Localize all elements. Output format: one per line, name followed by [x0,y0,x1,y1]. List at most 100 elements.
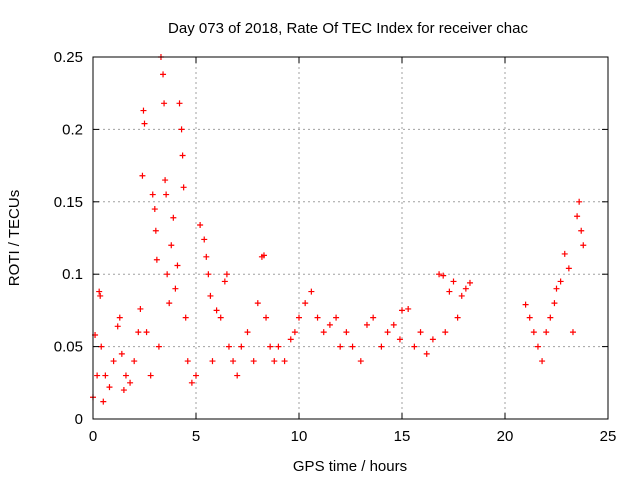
data-point [396,336,403,343]
data-point [363,321,370,328]
data-point [565,265,572,272]
data-point [458,292,465,299]
data-point [578,227,585,234]
y-axis-ticks: 0 0.05 0.1 0.15 0.2 0.25 [54,49,608,428]
data-point [149,191,156,198]
data-point [106,384,113,391]
data-point [405,305,412,312]
data-point [151,206,158,213]
data-point [399,307,405,314]
y-tick-label: 0.15 [54,194,83,211]
data-point [137,305,144,312]
data-point [188,379,195,386]
data-point [234,372,241,379]
data-point [349,343,356,350]
y-tick-label: 0.2 [62,121,83,138]
data-point [384,329,391,336]
data-point [539,358,546,365]
data-point [116,314,123,321]
x-tick-label: 20 [497,428,514,445]
x-axis-label: GPS time / hours [293,458,407,475]
data-point [207,292,214,299]
data-point [291,329,298,336]
data-point [553,285,560,292]
data-point [440,272,447,279]
data-point [551,300,558,307]
data-point [436,271,443,278]
data-point [543,329,550,336]
data-point [179,152,186,159]
y-tick-label: 0.25 [54,49,83,66]
data-point [244,329,251,336]
data-point [155,343,162,350]
data-point [534,343,541,350]
data-point [153,256,160,263]
data-point [110,358,117,365]
data-point [454,314,461,321]
data-point [96,288,103,295]
data-point [176,100,183,107]
data-point [466,279,473,286]
data-point [178,126,185,133]
data-point [205,271,212,278]
data-point [217,314,224,321]
data-point [161,100,168,107]
data-point [557,278,564,285]
data-point [254,300,261,307]
data-point [547,314,554,321]
data-point [450,278,457,285]
data-point [326,321,333,328]
data-point [193,372,199,379]
x-tick-label: 15 [394,428,411,445]
data-point [522,301,529,308]
data-point [162,177,169,184]
data-point [118,350,125,357]
data-points [90,54,587,405]
data-point [314,314,321,321]
data-point [168,242,175,249]
y-axis-label: ROTI / TECUs [6,190,23,286]
data-point [343,329,350,336]
data-point [97,292,104,299]
data-point [135,329,142,336]
data-point [180,184,187,191]
data-point [160,71,167,78]
data-point [223,271,230,278]
chart-title: Day 073 of 2018, Rate Of TEC Index for r… [168,20,528,37]
x-axis-ticks: 0 5 10 15 20 25 [89,57,616,445]
data-point [139,172,146,179]
data-point [170,214,177,221]
data-point [250,358,257,365]
data-point [100,398,107,405]
data-point [576,198,583,205]
data-point [147,372,154,379]
data-point [526,314,533,321]
y-tick-label: 0 [75,411,83,428]
data-point [462,285,469,292]
data-point [569,329,576,336]
data-point [102,372,109,379]
data-point [230,358,237,365]
data-point [174,262,181,269]
data-point [164,271,171,278]
data-point [574,213,581,220]
data-point [267,343,274,350]
data-point [378,343,385,350]
data-point [561,250,568,257]
x-tick-label: 5 [192,428,200,445]
data-point [201,236,208,243]
data-point [114,323,121,330]
data-point [333,314,340,321]
data-point [166,300,173,307]
data-point [172,285,179,292]
data-point [442,329,449,336]
data-point [337,343,344,350]
data-point [357,358,364,365]
data-point [287,336,294,343]
data-point [221,278,228,285]
data-point [120,387,127,394]
data-point [184,358,191,365]
data-point [302,300,309,307]
data-point [209,358,216,365]
